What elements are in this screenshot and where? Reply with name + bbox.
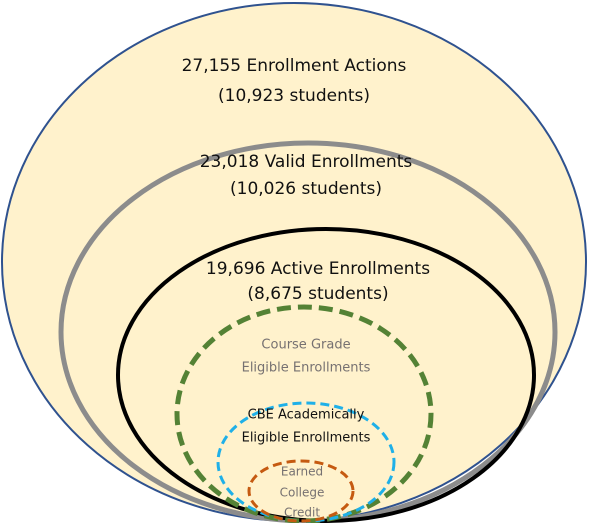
label: CBE Academically bbox=[248, 408, 365, 423]
active-ellipse bbox=[116, 227, 536, 523]
label: College bbox=[280, 486, 325, 500]
label: 23,018 Valid Enrollments bbox=[200, 152, 413, 172]
label: 27,155 Enrollment Actions bbox=[182, 56, 407, 76]
label: 19,696 Active Enrollments bbox=[206, 259, 430, 279]
credit-ellipse bbox=[247, 459, 355, 523]
label: Eligible Enrollments bbox=[242, 431, 371, 446]
label: Course Grade bbox=[261, 338, 350, 353]
course-grade-ellipse bbox=[174, 304, 434, 523]
label: Eligible Enrollments bbox=[242, 361, 371, 376]
label: (10,026 students) bbox=[230, 179, 382, 199]
label: (10,923 students) bbox=[218, 86, 370, 106]
label: (8,675 students) bbox=[247, 284, 388, 304]
label: Credit bbox=[284, 506, 320, 520]
label: Earned bbox=[281, 465, 323, 479]
